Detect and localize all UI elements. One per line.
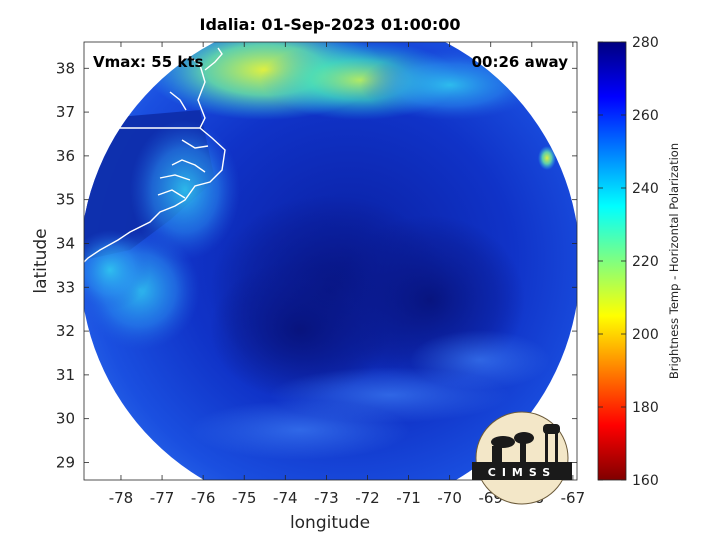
y-tick-label: 30 — [56, 410, 75, 428]
y-axis: 29 30 31 32 33 34 35 36 37 38 — [56, 59, 577, 471]
colorbar-ticks: 160 180 200 220 240 260 280 — [598, 35, 659, 489]
y-tick-label: 31 — [56, 366, 75, 384]
y-tick-label: 37 — [56, 103, 75, 121]
plot-frame — [83, 41, 578, 481]
vmax-annotation: Vmax: 55 kts — [93, 53, 203, 71]
colorbar-tick-label: 180 — [632, 400, 659, 416]
colorbar-tick-label: 220 — [632, 254, 659, 270]
colorbar-tick-label: 160 — [632, 473, 659, 489]
x-tick-label: -72 — [355, 489, 380, 507]
colorbar-label: Brightness Temp - Horizontal Polarizatio… — [667, 143, 681, 379]
coastline — [84, 43, 226, 263]
y-tick-label: 32 — [56, 322, 75, 340]
x-tick-label: -70 — [437, 489, 462, 507]
colorbar-tick-label: 280 — [632, 35, 659, 51]
x-tick-label: -77 — [150, 489, 175, 507]
time-away-annotation: 00:26 away — [472, 53, 569, 71]
colorbar-tick-label: 200 — [632, 327, 659, 343]
y-tick-label: 33 — [56, 278, 75, 296]
x-tick-label: -71 — [396, 489, 421, 507]
chart-title: Idalia: 01-Sep-2023 01:00:00 — [199, 15, 460, 34]
logo-text: CIMSS — [488, 466, 556, 479]
x-tick-label: -73 — [314, 489, 339, 507]
x-axis-label: longitude — [290, 513, 370, 533]
y-tick-label: 35 — [56, 191, 75, 209]
y-tick-label: 34 — [56, 234, 75, 252]
colorbar-tick-label: 260 — [632, 108, 659, 124]
brightness-temperature-swath — [84, 42, 577, 480]
x-tick-label: -78 — [109, 489, 134, 507]
x-tick-label: -67 — [561, 489, 586, 507]
x-axis: -78-77-76-75-74-73-72-71-70-69-68-67 — [109, 42, 585, 507]
y-tick-label: 36 — [56, 147, 75, 165]
y-tick-label: 38 — [56, 59, 75, 77]
y-tick-label: 29 — [56, 453, 75, 471]
y-axis-label: latitude — [31, 228, 51, 293]
x-tick-label: -74 — [273, 489, 298, 507]
colorbar-tick-label: 240 — [632, 181, 659, 197]
x-tick-label: -76 — [191, 489, 216, 507]
x-tick-label: -75 — [232, 489, 257, 507]
cimss-logo: CIMSS — [472, 411, 572, 505]
